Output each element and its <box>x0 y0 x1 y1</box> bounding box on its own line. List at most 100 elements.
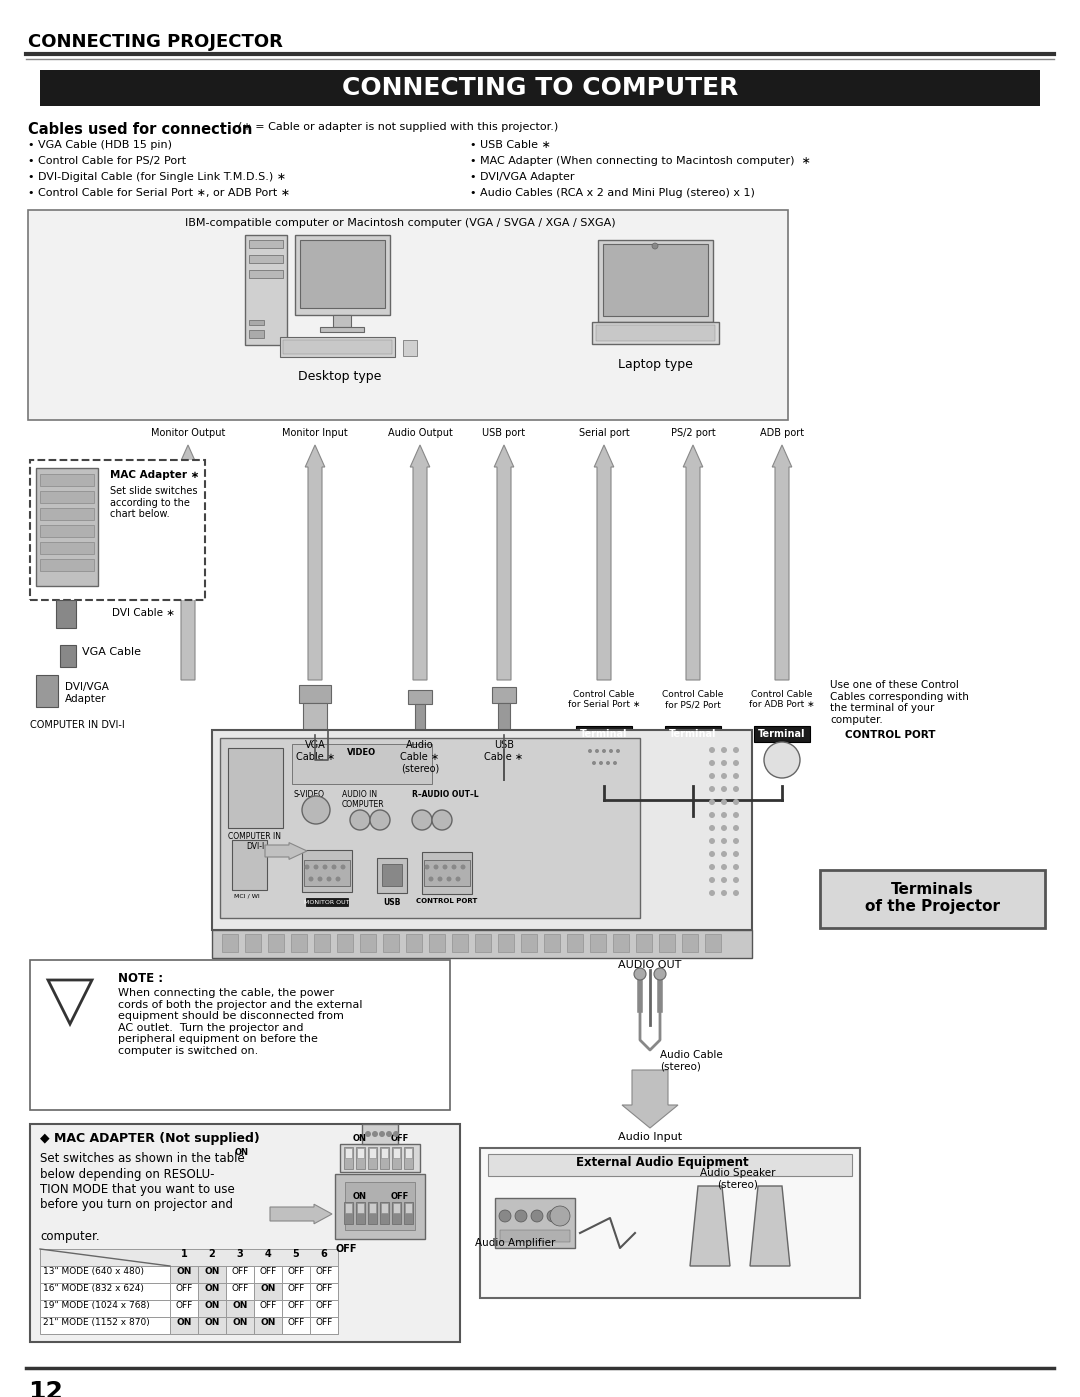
Text: VGA
Cable ∗: VGA Cable ∗ <box>296 740 335 761</box>
Bar <box>245 935 261 951</box>
Text: ON: ON <box>353 1192 367 1201</box>
Bar <box>429 935 445 951</box>
Bar <box>170 1301 198 1317</box>
Bar <box>310 1301 338 1317</box>
Bar <box>222 935 238 951</box>
Bar <box>596 326 715 341</box>
Text: ON: ON <box>260 1317 275 1327</box>
Bar <box>198 1317 226 1334</box>
Circle shape <box>609 749 613 753</box>
Bar <box>404 1201 413 1224</box>
Bar <box>521 935 537 951</box>
Bar <box>40 1266 338 1282</box>
Circle shape <box>708 812 715 819</box>
Text: AUDIO IN
COMPUTER: AUDIO IN COMPUTER <box>342 789 384 809</box>
Text: External Audio Equipment: External Audio Equipment <box>576 1155 748 1169</box>
Circle shape <box>305 865 310 869</box>
Bar <box>303 861 350 886</box>
Text: S-VIDEO: S-VIDEO <box>294 789 325 799</box>
Text: OFF: OFF <box>287 1301 305 1310</box>
Bar <box>36 675 58 707</box>
Bar <box>310 1282 338 1301</box>
Text: OFF: OFF <box>259 1301 276 1310</box>
Circle shape <box>372 1132 378 1137</box>
Bar <box>345 1148 352 1158</box>
Bar <box>369 1203 376 1213</box>
Bar <box>820 870 1045 928</box>
Text: MAC Adapter ∗: MAC Adapter ∗ <box>110 469 200 481</box>
Text: MCI / WI: MCI / WI <box>234 894 260 900</box>
Bar <box>249 320 264 326</box>
Polygon shape <box>495 446 514 680</box>
Polygon shape <box>684 446 703 680</box>
Text: Audio Output: Audio Output <box>388 427 453 439</box>
Bar <box>40 70 1040 106</box>
Bar <box>405 1203 411 1213</box>
Text: • Audio Cables (RCA x 2 and Mini Plug (stereo) x 1): • Audio Cables (RCA x 2 and Mini Plug (s… <box>470 189 755 198</box>
Circle shape <box>613 761 617 766</box>
Circle shape <box>708 838 715 844</box>
Circle shape <box>733 760 739 766</box>
Bar <box>249 330 264 338</box>
Text: • DVI-Digital Cable (for Single Link T.M.D.S.) ∗: • DVI-Digital Cable (for Single Link T.M… <box>28 172 286 182</box>
Bar <box>498 703 510 735</box>
Text: 4: 4 <box>265 1249 271 1259</box>
Bar <box>681 935 698 951</box>
Text: ON: ON <box>353 1134 367 1143</box>
Circle shape <box>437 876 443 882</box>
Bar <box>659 935 675 951</box>
Polygon shape <box>772 446 792 680</box>
Text: Use one of these Control
Cables corresponding with
the terminal of your
computer: Use one of these Control Cables correspo… <box>831 680 969 725</box>
Bar <box>345 1201 353 1224</box>
Bar <box>589 759 619 768</box>
Bar <box>567 935 583 951</box>
Text: • VGA Cable (HDB 15 pin): • VGA Cable (HDB 15 pin) <box>28 140 172 149</box>
Text: OFF: OFF <box>259 1267 276 1275</box>
Bar <box>586 746 622 756</box>
Text: 3: 3 <box>237 1249 243 1259</box>
Circle shape <box>708 890 715 895</box>
Bar <box>306 898 348 907</box>
Polygon shape <box>306 446 325 680</box>
Bar <box>357 1203 364 1213</box>
Bar <box>282 1317 310 1334</box>
Circle shape <box>602 749 606 753</box>
Text: CONNECTING TO COMPUTER: CONNECTING TO COMPUTER <box>341 75 739 101</box>
Bar <box>228 747 283 828</box>
Circle shape <box>460 865 465 869</box>
Text: OFF: OFF <box>175 1284 192 1294</box>
Circle shape <box>432 810 453 830</box>
Text: • USB Cable ∗: • USB Cable ∗ <box>470 140 551 149</box>
Circle shape <box>429 876 433 882</box>
Text: CONNECTING PROJECTOR: CONNECTING PROJECTOR <box>28 34 283 52</box>
Circle shape <box>326 876 332 882</box>
Circle shape <box>634 968 646 981</box>
Circle shape <box>708 863 715 870</box>
Circle shape <box>708 760 715 766</box>
Bar <box>381 1148 388 1158</box>
Text: • MAC Adapter (When connecting to Macintosh computer)  ∗: • MAC Adapter (When connecting to Macint… <box>470 156 811 166</box>
Bar <box>28 210 788 420</box>
Bar <box>249 270 283 278</box>
Bar <box>314 935 330 951</box>
Bar <box>360 935 376 951</box>
Text: Terminals
of the Projector: Terminals of the Projector <box>865 882 1000 915</box>
Bar <box>282 1282 310 1301</box>
Circle shape <box>708 826 715 831</box>
Text: OFF: OFF <box>287 1284 305 1294</box>
Text: When connecting the cable, the power
cords of both the projector and the externa: When connecting the cable, the power cor… <box>118 988 363 1056</box>
Bar <box>480 1148 860 1298</box>
Circle shape <box>302 796 330 824</box>
Circle shape <box>446 876 451 882</box>
Text: 21" MODE (1152 x 870): 21" MODE (1152 x 870) <box>43 1317 150 1327</box>
Text: Audio Input: Audio Input <box>618 1132 683 1141</box>
Circle shape <box>443 865 447 869</box>
Bar <box>198 1301 226 1317</box>
Text: DVI Cable ∗: DVI Cable ∗ <box>112 608 175 617</box>
Circle shape <box>393 1132 399 1137</box>
Bar <box>40 474 94 486</box>
Text: 5: 5 <box>293 1249 299 1259</box>
Polygon shape <box>178 446 198 680</box>
Text: Control Cable
for Serial Port ∗: Control Cable for Serial Port ∗ <box>568 690 640 710</box>
Circle shape <box>350 810 370 830</box>
